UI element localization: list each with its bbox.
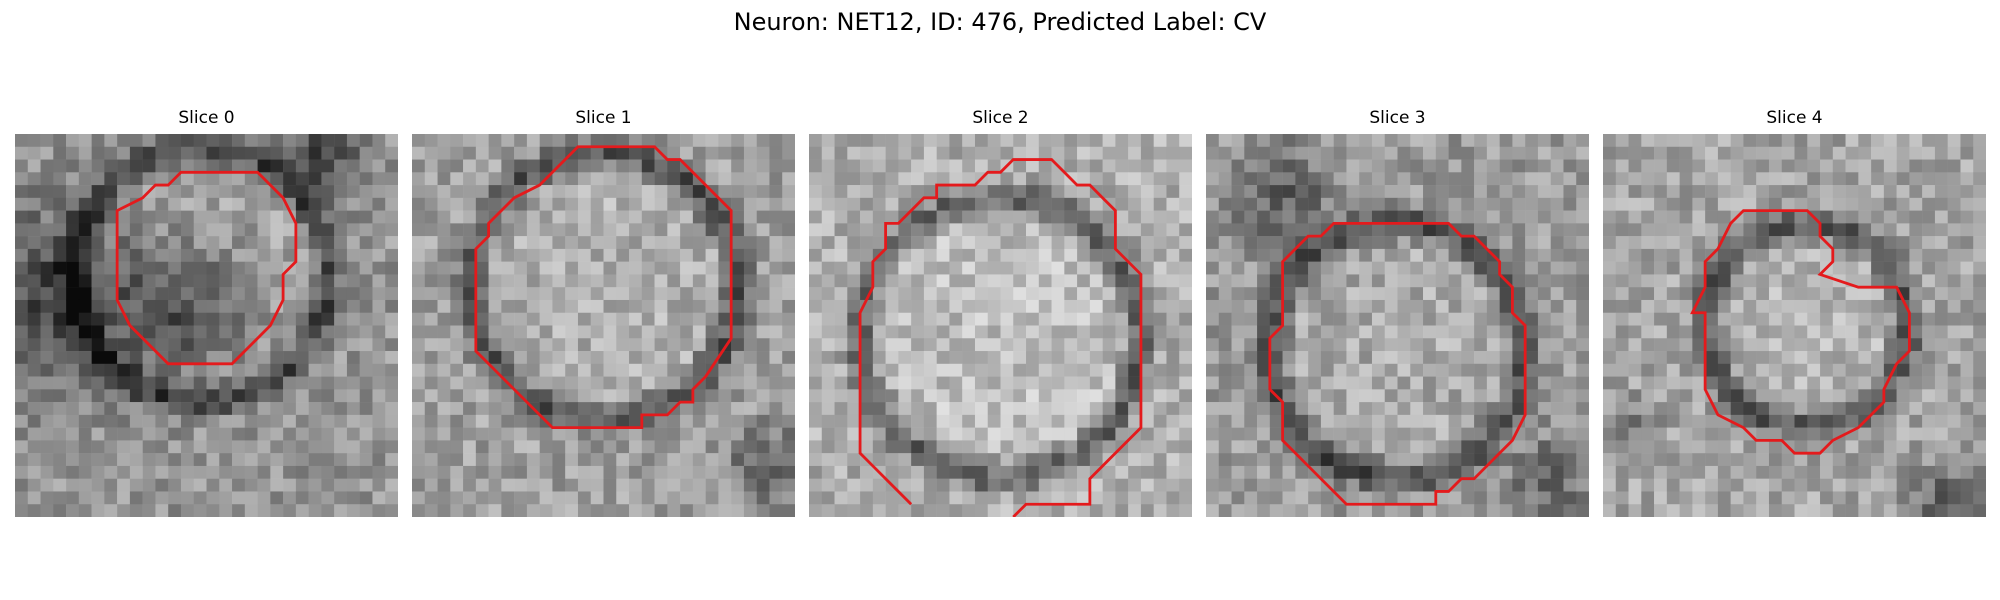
slice-panel-3: Slice 3 <box>1206 0 1589 600</box>
slice-panel-1: Slice 1 <box>412 0 795 600</box>
slice-title: Slice 4 <box>1766 108 1823 128</box>
pixel-grid <box>1603 134 1986 517</box>
contour-outline <box>1268 221 1527 506</box>
contour-outline <box>115 170 298 366</box>
contour-outline <box>1690 209 1911 455</box>
slice-image <box>809 134 1192 517</box>
figure-title: Neuron: NET12, ID: 476, Predicted Label:… <box>733 8 1267 36</box>
pixel-grid <box>412 134 795 517</box>
pixel-grid <box>1206 134 1589 517</box>
slice-image <box>1603 134 1986 517</box>
slice-panel-2: Slice 2 <box>809 0 1192 600</box>
slice-image <box>1206 134 1589 517</box>
slice-image <box>412 134 795 517</box>
slice-image <box>15 134 398 517</box>
slice-panel-0: Slice 0 <box>15 0 398 600</box>
slice-title: Slice 2 <box>972 108 1029 128</box>
slice-title: Slice 1 <box>575 108 632 128</box>
contour-outline <box>858 158 1143 517</box>
slice-title: Slice 3 <box>1369 108 1426 128</box>
contour-outline <box>474 145 733 430</box>
slice-title: Slice 0 <box>178 108 235 128</box>
slice-panel-4: Slice 4 <box>1603 0 1986 600</box>
pixel-grid <box>15 134 398 517</box>
